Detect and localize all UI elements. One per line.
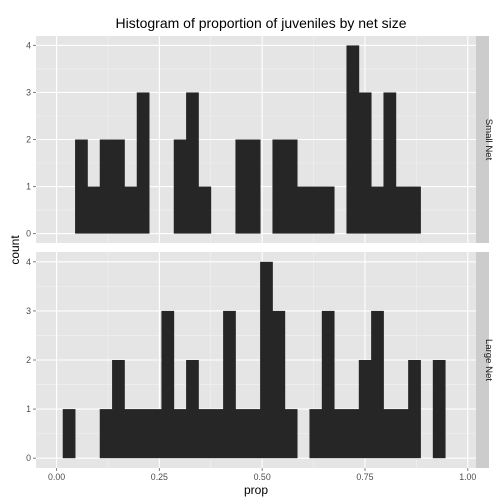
y-tick-label: 3 bbox=[26, 306, 31, 316]
y-tick-label: 0 bbox=[26, 229, 31, 239]
histogram-bar bbox=[223, 310, 236, 459]
histogram-bar bbox=[284, 139, 298, 234]
histogram-bar bbox=[62, 409, 76, 459]
x-tick-label: 1.00 bbox=[459, 472, 476, 482]
x-tick-label: 0.25 bbox=[151, 472, 168, 482]
y-tick-label: 4 bbox=[26, 257, 31, 267]
histogram-bar bbox=[408, 186, 421, 234]
facet-panels: 0 1 2 3 4 Small Net 0 1 2 3 4 Large Net bbox=[26, 36, 494, 468]
facet-strip-label: Large Net bbox=[483, 339, 494, 381]
histogram-bar bbox=[173, 139, 187, 234]
histogram-bar bbox=[247, 409, 261, 459]
histogram-bar bbox=[408, 360, 421, 459]
histogram-bar bbox=[395, 409, 409, 459]
histogram-bar bbox=[358, 360, 372, 459]
x-tick-label: 0.75 bbox=[356, 472, 373, 482]
histogram-bar bbox=[284, 409, 298, 459]
histogram-bar bbox=[432, 360, 446, 459]
histogram-bar bbox=[235, 139, 249, 234]
histogram-bar bbox=[358, 92, 372, 234]
histogram-bar bbox=[247, 139, 261, 234]
y-tick-label: 0 bbox=[26, 453, 31, 463]
y-tick-label: 1 bbox=[26, 404, 31, 414]
y-tick-label: 2 bbox=[26, 355, 31, 365]
histogram-bar bbox=[309, 409, 323, 459]
histogram-bar bbox=[149, 409, 162, 459]
histogram-bar bbox=[371, 186, 384, 234]
x-axis-title: prop bbox=[244, 483, 268, 497]
x-axis: 0.00 0.25 0.50 0.75 1.00 bbox=[48, 468, 476, 482]
histogram-bar bbox=[87, 186, 101, 234]
histogram-bar bbox=[321, 186, 335, 234]
histogram-bar bbox=[235, 409, 249, 459]
histogram-bar bbox=[383, 92, 397, 234]
histogram-bar bbox=[124, 186, 138, 234]
y-tick-label: 1 bbox=[26, 182, 31, 192]
histogram-bar bbox=[136, 409, 150, 459]
y-tick-label: 4 bbox=[26, 40, 31, 50]
histogram-bar bbox=[346, 45, 360, 234]
histogram-bar bbox=[112, 139, 125, 234]
facet-panel-small-net: 0 1 2 3 4 Small Net bbox=[26, 36, 494, 243]
y-axis-title: count bbox=[8, 235, 22, 265]
facet-strip-label: Small Net bbox=[483, 119, 494, 161]
x-tick-label: 0.00 bbox=[48, 472, 65, 482]
histogram-bar bbox=[136, 92, 150, 234]
y-tick-label: 3 bbox=[26, 87, 31, 97]
histogram-bar bbox=[334, 409, 347, 459]
histogram-bar bbox=[395, 186, 409, 234]
facet-strip bbox=[476, 36, 489, 243]
histogram-bar bbox=[260, 261, 273, 459]
histogram-bar bbox=[75, 139, 88, 234]
chart-title: Histogram of proportion of juveniles by … bbox=[115, 15, 406, 31]
histogram-bar bbox=[297, 186, 310, 234]
histogram-bar bbox=[112, 360, 125, 459]
histogram-bar bbox=[161, 310, 175, 459]
histogram-bar bbox=[272, 310, 286, 459]
histogram-bar bbox=[99, 409, 113, 459]
histogram-bar bbox=[198, 186, 212, 234]
facet-panel-large-net: 0 1 2 3 4 Large Net bbox=[26, 252, 494, 468]
histogram-bar bbox=[198, 409, 212, 459]
y-tick-label: 2 bbox=[26, 135, 31, 145]
histogram-bar bbox=[124, 409, 138, 459]
histogram-bar bbox=[321, 310, 335, 459]
x-tick-label: 0.50 bbox=[254, 472, 271, 482]
histogram-bar bbox=[272, 139, 286, 234]
histogram-bar bbox=[210, 409, 224, 459]
histogram-bar bbox=[99, 139, 113, 234]
histogram-bar bbox=[186, 360, 199, 459]
histogram-bar bbox=[186, 92, 199, 234]
histogram-bar bbox=[309, 186, 323, 234]
histogram-bar bbox=[173, 409, 187, 459]
histogram-bar bbox=[346, 409, 360, 459]
histogram-bar bbox=[371, 310, 384, 459]
histogram-bar bbox=[383, 409, 397, 459]
facet-strip bbox=[476, 252, 489, 468]
